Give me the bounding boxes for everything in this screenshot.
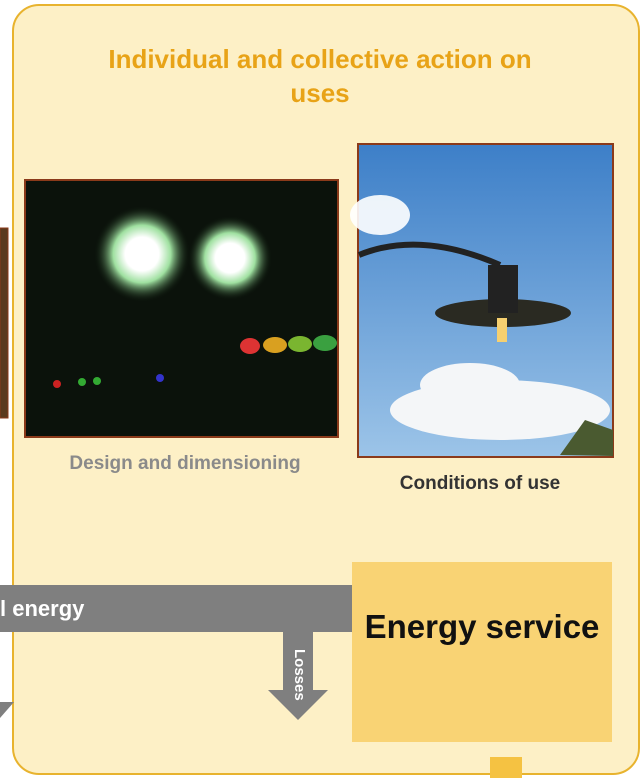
flow-output-label: Energy service <box>352 606 612 648</box>
losses-label: Losses <box>278 630 308 720</box>
night-photo <box>25 180 338 437</box>
energy-service-box <box>352 562 612 742</box>
sky-photo <box>350 144 613 457</box>
photo-caption: Design and dimensioning <box>60 452 310 476</box>
page: Individual and collective action on uses… <box>0 0 641 778</box>
arrow-fragment <box>0 702 14 718</box>
flow-input-label: l energy <box>0 588 84 630</box>
small-square <box>490 757 522 778</box>
cropped-photo <box>0 228 8 418</box>
title: Individual and collective action on uses <box>80 42 560 110</box>
photo-caption: Conditions of use <box>380 472 580 496</box>
diagram <box>0 0 641 778</box>
